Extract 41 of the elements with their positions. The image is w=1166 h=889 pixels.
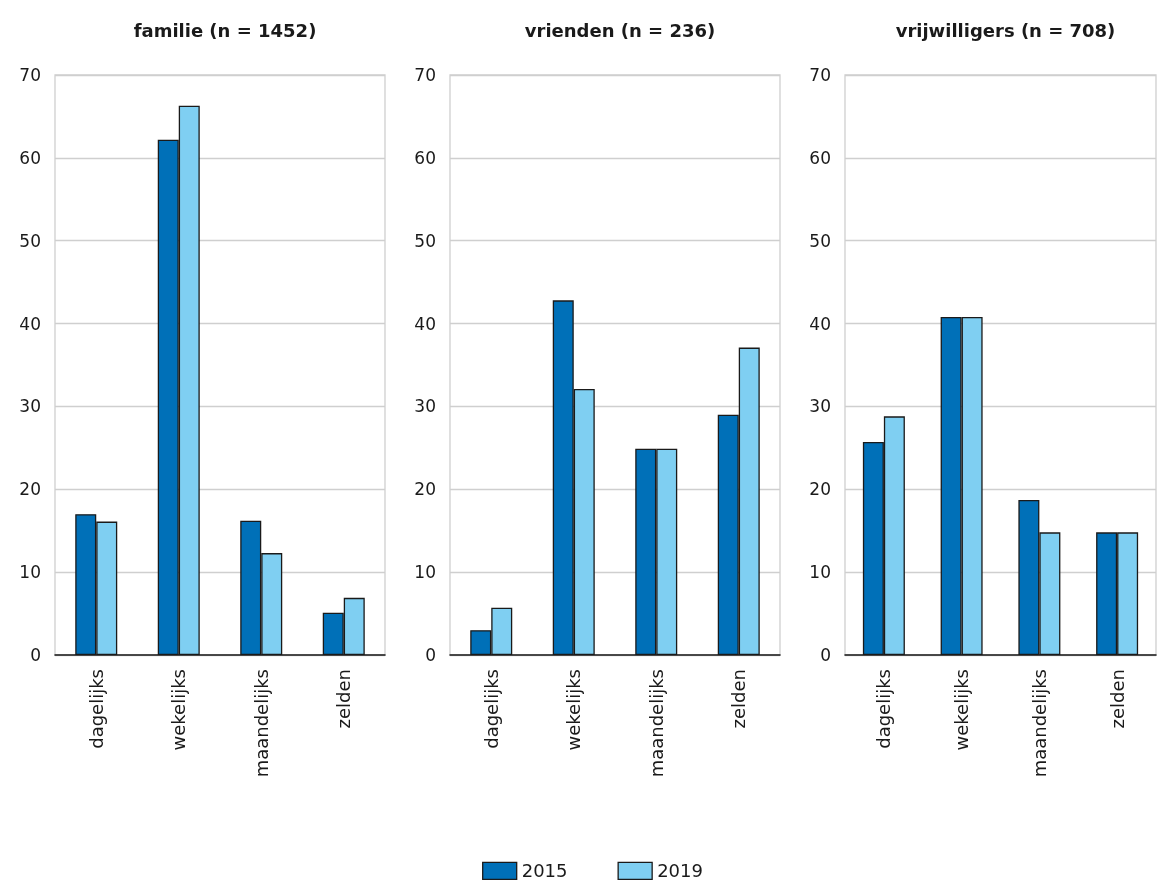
y-tick-label: 10	[809, 562, 831, 583]
y-tick-label: 30	[19, 396, 41, 417]
y-tick-label: 50	[809, 230, 831, 251]
x-tick-label: wekelijks	[951, 669, 973, 751]
x-tick-label: maandelijks	[1028, 669, 1050, 778]
legend-label: 2015	[521, 860, 568, 882]
y-tick-label: 40	[414, 313, 436, 334]
y-tick-label: 60	[19, 147, 41, 168]
y-tick-label: 30	[809, 396, 831, 417]
y-tick-label: 20	[809, 479, 831, 500]
x-tick-label: zelden	[333, 669, 355, 729]
y-tick-label: 0	[425, 645, 436, 665]
y-tick-label: 70	[414, 65, 436, 85]
x-tick-label: maandelijks	[645, 669, 667, 778]
x-tick-label: wekelijks	[168, 669, 190, 751]
y-tick-label: 50	[19, 230, 41, 251]
y-tick-label: 10	[414, 562, 436, 583]
chart-title: vrijwilligers (n = 708)	[895, 19, 1116, 41]
y-tick-label: 50	[414, 230, 436, 251]
y-tick-label: 60	[414, 147, 436, 168]
y-tick-label: 20	[19, 479, 41, 500]
legend-label: 2019	[657, 860, 703, 882]
y-tick-label: 40	[809, 313, 831, 334]
y-tick-label: 0	[30, 645, 41, 665]
x-tick-label: zelden	[1106, 669, 1128, 729]
y-tick-label: 40	[19, 313, 41, 334]
chart-title: familie (n = 1452)	[133, 19, 317, 41]
x-tick-label: maandelijks	[250, 669, 272, 778]
y-tick-label: 70	[809, 65, 831, 85]
x-tick-label: wekelijks	[563, 669, 585, 751]
y-tick-label: 70	[19, 65, 41, 85]
y-tick-label: 30	[414, 396, 436, 417]
y-tick-label: 60	[809, 147, 831, 168]
x-tick-label: zelden	[728, 669, 750, 729]
x-tick-label: dagelijks	[480, 669, 502, 749]
chart-title: vrienden (n = 236)	[524, 19, 716, 41]
y-tick-label: 20	[414, 479, 436, 500]
y-tick-label: 10	[19, 562, 41, 583]
y-tick-label: 0	[820, 645, 831, 665]
x-tick-label: dagelijks	[873, 669, 895, 749]
x-tick-label: dagelijks	[85, 669, 107, 749]
